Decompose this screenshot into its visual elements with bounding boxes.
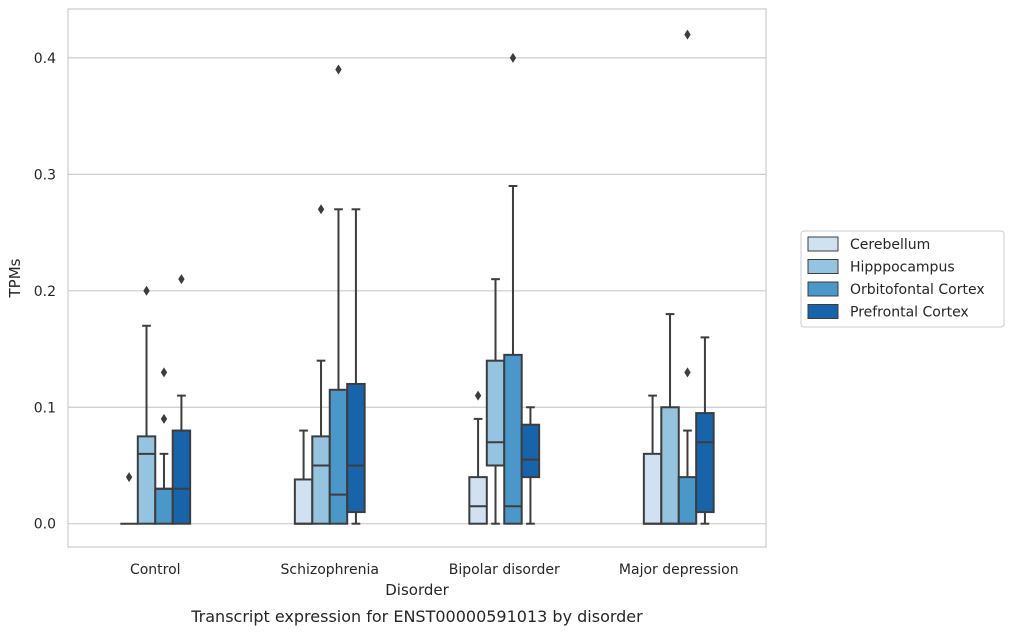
x-tick-label: Bipolar disorder [449,562,560,578]
y-tick-label: 0.1 [34,400,56,416]
box-group [136,285,157,525]
outlier-point [160,413,168,424]
box-body [520,423,541,479]
y-tick-label: 0.4 [34,51,56,67]
box-group [328,64,349,525]
box-body [346,382,366,514]
box-body [328,388,349,525]
box-group [171,274,192,525]
box-group [485,278,506,525]
box-group [468,390,488,525]
legend-label: Orbitofontal Cortex [850,282,985,298]
box-group [293,429,314,525]
box-body [154,487,174,525]
legend-swatch [807,304,839,319]
y-tick-labels: 0.0 0.1 0.2 0.3 0.4 [34,51,56,533]
box-body [293,478,314,525]
y-tick-label: 0.3 [34,167,56,183]
x-tick-label: Major depression [619,562,739,578]
x-tick-labels: Control Schizophrenia Bipolar disorder Majo… [130,562,739,578]
plot-frame [67,8,767,548]
legend-label: Cerebellum [850,237,930,253]
legend-swatch [807,259,839,274]
legend-swatch [807,281,839,297]
legend-items: Cerebellum Hipppocampus Orbitofontal Corte… [807,236,985,321]
legend: Cerebellum Hipppocampus Orbitofontal Corte… [800,230,1005,328]
outlier-point [317,204,325,215]
box-body [171,429,192,525]
box-body [660,406,680,525]
legend-label: Prefrontal Cortex [850,305,969,321]
outlier-point [684,367,691,378]
y-axis-title: TPMs [6,258,24,298]
box-layer [120,29,715,525]
outlier-point [684,29,691,40]
box-group [642,394,663,525]
box-group [311,204,331,525]
x-axis-title: Disorder [385,581,449,599]
box-body [503,353,523,525]
box-body [136,435,157,525]
x-tick-label: Control [130,562,181,578]
legend-frame [800,230,1005,328]
outlier-point [335,64,342,75]
box-group [154,367,174,525]
outlier-point [509,52,517,63]
x-tick-label: Schizophrenia [281,562,379,578]
outlier-point [143,285,150,296]
box-body [311,435,331,525]
legend-label: Hipppocampus [850,260,955,276]
outlier-point [160,367,168,378]
box-body [642,452,663,525]
box-group [503,52,523,525]
box-group [695,336,715,525]
chart-caption: Transcript expression for ENST0000059101… [190,607,643,626]
outlier-point [474,390,482,401]
box-body [468,476,488,525]
y-tick-label: 0.0 [34,517,56,533]
box-group [660,313,680,525]
outlier-point [178,274,185,285]
box-group [120,472,138,525]
legend-swatch [807,236,839,252]
box-group [677,29,698,525]
box-group [346,208,366,525]
outlier-point [125,472,133,483]
box-body [677,476,698,525]
box-group [520,406,541,525]
y-tick-label: 0.2 [34,284,56,300]
box-body [485,359,506,467]
box-body [695,412,715,514]
